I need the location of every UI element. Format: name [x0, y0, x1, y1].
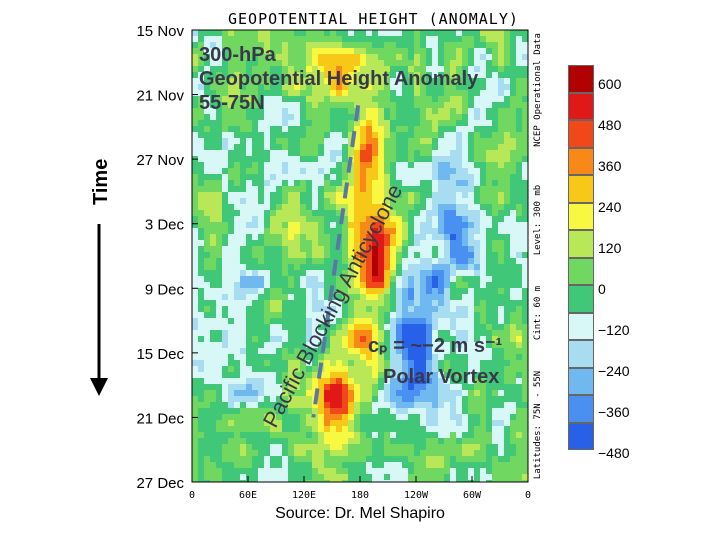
colorbar-swatch	[568, 202, 594, 230]
y-axis-label: Time	[90, 158, 112, 205]
colorbar-swatch	[568, 367, 594, 395]
x-tick-label: 120E	[292, 490, 316, 501]
colorbar-swatch	[568, 175, 594, 203]
x-tick-label: 60W	[463, 490, 482, 501]
colorbar-swatch	[568, 395, 594, 423]
chart-title: GEOPOTENTIAL HEIGHT (ANOMALY)	[228, 10, 519, 28]
x-tick-label: 60E	[239, 490, 257, 501]
y-tick-label: 3 Dec	[145, 217, 185, 234]
heatmap	[192, 30, 528, 482]
x-tick-label: 180	[351, 490, 369, 501]
annotation-data-source: NCEP Operational Data	[533, 33, 543, 147]
y-tick-label: 27 Dec	[136, 475, 184, 492]
y-tick-label: 21 Dec	[136, 410, 184, 427]
colorbar-label: 600	[598, 76, 622, 92]
colorbar-label: 120	[598, 240, 622, 256]
colorbar-swatch	[568, 285, 594, 313]
phase-speed-label: cₚ = ~−2 m s⁻¹	[368, 335, 503, 357]
x-tick-label: 0	[189, 490, 195, 501]
y-tick-label: 27 Nov	[136, 152, 184, 169]
phase-trend-line	[311, 105, 361, 418]
colorbar-swatch	[568, 257, 594, 285]
annotation-latitudes: Latitudes: 75N - 55N	[533, 370, 543, 480]
y-tick-label: 15 Dec	[136, 346, 184, 363]
colorbar-swatch	[568, 65, 594, 93]
y-tick-label: 9 Dec	[145, 281, 185, 298]
colorbar-label: 240	[598, 199, 622, 215]
time-arrow	[90, 224, 108, 396]
colorbar-swatch	[568, 147, 594, 175]
heading-line-3: 55-75N	[199, 92, 265, 114]
colorbar-swatch	[568, 422, 594, 450]
y-tick-label: 15 Nov	[136, 23, 184, 40]
x-tick-label: 120W	[404, 490, 429, 501]
colorbar-label: 0	[598, 281, 606, 297]
colorbar-label: −120	[598, 322, 630, 338]
heading-line-2: Geopotential Height Anomaly	[199, 68, 479, 90]
colorbar-swatch	[568, 92, 594, 120]
y-tick-label: 21 Nov	[136, 88, 184, 105]
colorbar-label: −360	[598, 404, 630, 420]
colorbar-label: 480	[598, 117, 622, 133]
colorbar-label: −240	[598, 363, 630, 379]
polar-vortex-label: Polar Vortex	[383, 366, 500, 388]
colorbar-label: −480	[598, 445, 630, 461]
source-credit: Source: Dr. Mel Shapiro	[275, 505, 445, 522]
colorbar-swatch	[568, 230, 594, 258]
colorbar-swatch	[568, 120, 594, 148]
colorbar-swatch	[568, 340, 594, 368]
colorbar-swatch	[568, 312, 594, 340]
heading-line-1: 300-hPa	[199, 44, 276, 66]
colorbar-label: 360	[598, 158, 622, 174]
x-tick-label: 0	[525, 490, 531, 501]
